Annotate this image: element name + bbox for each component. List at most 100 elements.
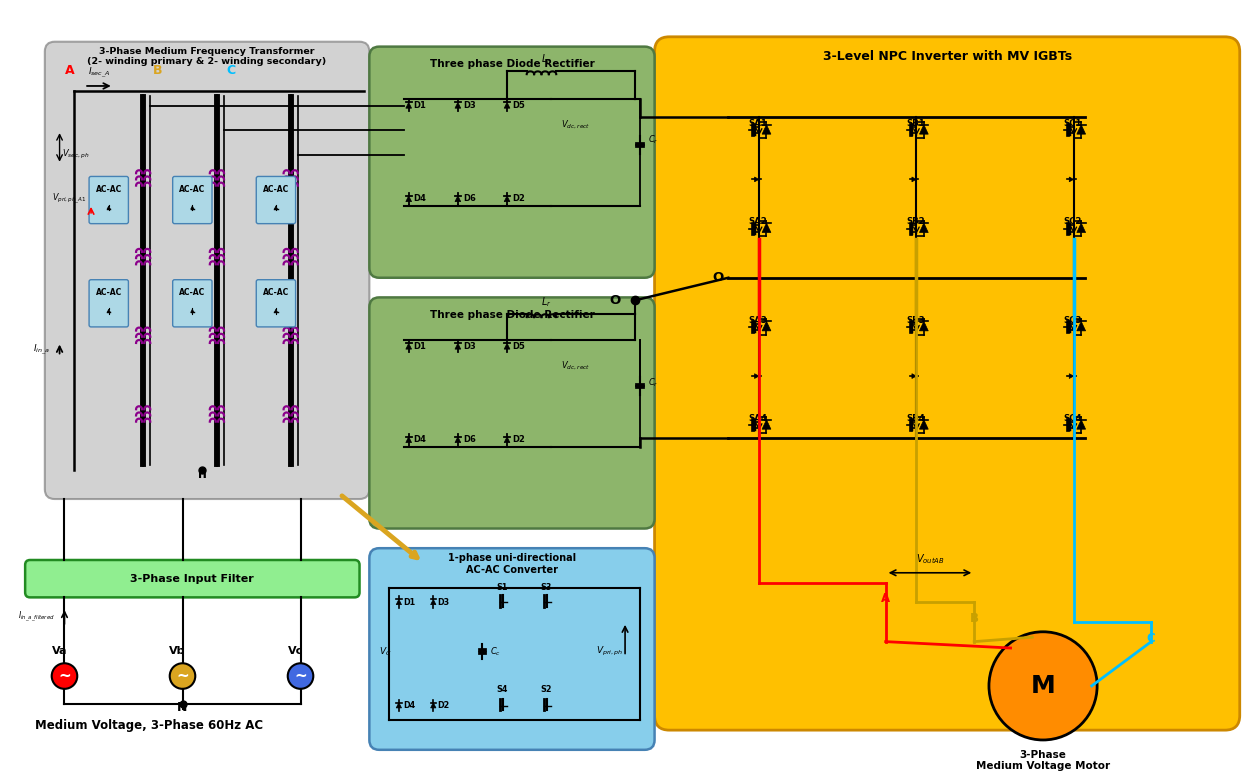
Text: AC-AC: AC-AC xyxy=(263,289,289,297)
Text: Va: Va xyxy=(52,646,68,656)
Text: D6: D6 xyxy=(463,435,476,444)
Text: B: B xyxy=(153,64,162,77)
Text: SA3: SA3 xyxy=(749,316,767,324)
Text: 1-phase uni-directional
AC-AC Converter: 1-phase uni-directional AC-AC Converter xyxy=(448,553,576,575)
FancyBboxPatch shape xyxy=(172,176,213,223)
Polygon shape xyxy=(762,420,771,429)
Circle shape xyxy=(52,663,77,689)
Text: D3: D3 xyxy=(438,598,450,607)
Text: SB4: SB4 xyxy=(906,414,925,423)
Text: Vb: Vb xyxy=(170,646,186,656)
Polygon shape xyxy=(274,206,278,210)
Text: 3-Level NPC Inverter with MV IGBTs: 3-Level NPC Inverter with MV IGBTs xyxy=(823,50,1072,63)
Polygon shape xyxy=(920,223,928,233)
Polygon shape xyxy=(396,702,401,708)
Polygon shape xyxy=(430,599,437,605)
Text: D5: D5 xyxy=(512,101,525,109)
Text: B: B xyxy=(970,612,979,625)
Text: ~: ~ xyxy=(176,669,189,684)
Text: D3: D3 xyxy=(463,341,476,351)
Polygon shape xyxy=(912,177,916,182)
Polygon shape xyxy=(920,321,928,331)
Text: D2: D2 xyxy=(438,701,450,710)
Text: $V_{outAB}$: $V_{outAB}$ xyxy=(916,552,945,566)
Text: SC2: SC2 xyxy=(1063,217,1082,227)
Polygon shape xyxy=(274,309,278,313)
Text: 3-Phase Medium Frequency Transformer
(2- winding primary & 2- winding secondary): 3-Phase Medium Frequency Transformer (2-… xyxy=(88,47,327,66)
Polygon shape xyxy=(920,125,928,134)
Text: Three phase Diode Rectifier: Three phase Diode Rectifier xyxy=(429,310,594,320)
Text: $V_{dc,rect}$: $V_{dc,rect}$ xyxy=(561,120,590,131)
Polygon shape xyxy=(107,206,111,210)
Text: SB1: SB1 xyxy=(906,119,925,128)
Text: C: C xyxy=(1147,632,1156,645)
Text: D1: D1 xyxy=(414,101,426,109)
Polygon shape xyxy=(406,196,411,202)
Text: D6: D6 xyxy=(463,194,476,203)
Text: S3: S3 xyxy=(541,584,552,592)
FancyBboxPatch shape xyxy=(257,279,296,327)
Text: AC-AC: AC-AC xyxy=(96,185,122,194)
Polygon shape xyxy=(755,177,759,182)
Text: SA1: SA1 xyxy=(749,119,767,128)
Polygon shape xyxy=(504,102,509,108)
Text: AC-AC: AC-AC xyxy=(179,185,205,194)
Text: S4: S4 xyxy=(497,684,508,694)
Text: SC1: SC1 xyxy=(1063,119,1082,128)
Text: D3: D3 xyxy=(463,101,476,109)
Text: N: N xyxy=(177,701,187,714)
Text: Medium Voltage, 3-Phase 60Hz AC: Medium Voltage, 3-Phase 60Hz AC xyxy=(35,719,263,732)
Text: D2: D2 xyxy=(512,435,525,444)
Text: ~: ~ xyxy=(58,669,70,684)
Text: n: n xyxy=(198,468,206,481)
Text: SC3: SC3 xyxy=(1063,316,1082,324)
Polygon shape xyxy=(406,344,411,349)
Text: $V_{sec,ph}$: $V_{sec,ph}$ xyxy=(62,148,89,161)
Text: D4: D4 xyxy=(414,435,426,444)
Text: S1: S1 xyxy=(497,584,508,592)
Polygon shape xyxy=(1077,420,1086,429)
Text: D1: D1 xyxy=(404,598,415,607)
Text: SA4: SA4 xyxy=(749,414,767,423)
Text: $C_r$: $C_r$ xyxy=(648,376,658,390)
Polygon shape xyxy=(1077,321,1086,331)
FancyBboxPatch shape xyxy=(25,560,360,598)
Text: AC-AC: AC-AC xyxy=(179,289,205,297)
Polygon shape xyxy=(455,102,460,108)
Text: A: A xyxy=(64,64,74,77)
Text: 3-Phase Input Filter: 3-Phase Input Filter xyxy=(131,573,254,584)
Circle shape xyxy=(989,632,1097,740)
Text: M: M xyxy=(1030,674,1055,698)
Polygon shape xyxy=(920,420,928,429)
Text: $L_r$: $L_r$ xyxy=(541,53,552,66)
Text: $C_c$: $C_c$ xyxy=(491,645,502,658)
Circle shape xyxy=(288,663,313,689)
Polygon shape xyxy=(455,196,460,202)
Text: A: A xyxy=(881,592,891,605)
FancyBboxPatch shape xyxy=(370,548,654,750)
FancyBboxPatch shape xyxy=(257,176,296,223)
Text: $I_{sec\_A}$: $I_{sec\_A}$ xyxy=(88,66,111,80)
FancyBboxPatch shape xyxy=(89,176,128,223)
Polygon shape xyxy=(430,702,437,708)
Text: AC-AC: AC-AC xyxy=(263,185,289,194)
FancyBboxPatch shape xyxy=(45,42,370,499)
Text: $V_{pri,ph}$: $V_{pri,ph}$ xyxy=(595,645,623,658)
Text: SB2: SB2 xyxy=(906,217,925,227)
Polygon shape xyxy=(191,309,194,313)
Polygon shape xyxy=(396,599,401,605)
Polygon shape xyxy=(1069,177,1073,182)
Text: O: O xyxy=(609,294,620,307)
Polygon shape xyxy=(504,437,509,442)
Text: $V_{pri,ph\_A1}$: $V_{pri,ph\_A1}$ xyxy=(52,192,87,206)
Polygon shape xyxy=(504,344,509,349)
Polygon shape xyxy=(406,437,411,442)
Polygon shape xyxy=(406,102,411,108)
Text: $L_r$: $L_r$ xyxy=(541,296,552,309)
Text: ~: ~ xyxy=(294,669,307,684)
Polygon shape xyxy=(504,196,509,202)
FancyBboxPatch shape xyxy=(89,279,128,327)
Polygon shape xyxy=(107,309,111,313)
Text: $V_{dc,rect}$: $V_{dc,rect}$ xyxy=(561,360,590,372)
FancyBboxPatch shape xyxy=(654,36,1239,730)
